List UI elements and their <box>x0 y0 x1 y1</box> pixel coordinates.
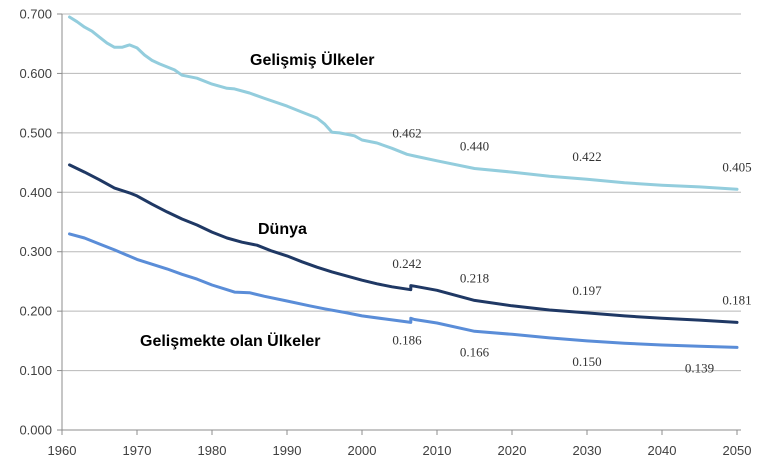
y-tick-label: 0.200 <box>19 304 52 319</box>
data-labels: 0.462 0.440 0.422 0.405 0.242 0.218 0.197 0.181… <box>392 125 751 375</box>
grid-and-axes: 0.000 0.100 0.200 0.300 0.400 0.500 0.600 0.700… <box>19 7 751 459</box>
data-label: 0.150 <box>572 354 601 369</box>
data-label: 0.242 <box>392 256 421 271</box>
x-tick-label: 1970 <box>123 443 152 458</box>
x-tick-label: 1960 <box>48 443 77 458</box>
y-tick-label: 0.100 <box>19 363 52 378</box>
series-name-world: Dünya <box>258 221 307 238</box>
series-name-annotations: Gelişmiş Ülkeler Dünya Gelişmekte olan Ü… <box>140 50 375 350</box>
data-label: 0.181 <box>722 292 751 307</box>
y-tick-label: 0.600 <box>19 66 52 81</box>
y-tick-label: 0.400 <box>19 185 52 200</box>
x-tick-label: 2020 <box>498 443 527 458</box>
series-line-2 <box>68 163 739 324</box>
series-name-developed-countries: Gelişmiş Ülkeler <box>250 50 375 69</box>
x-tick-label: 1990 <box>273 443 302 458</box>
data-label: 0.139 <box>685 360 714 375</box>
data-label: 0.166 <box>460 344 490 359</box>
data-label: 0.405 <box>722 159 751 174</box>
x-tick-label: 2000 <box>348 443 377 458</box>
data-label: 0.186 <box>392 332 422 347</box>
data-label: 0.197 <box>572 283 602 298</box>
series-lines <box>68 15 739 349</box>
y-tick-label: 0.300 <box>19 244 52 259</box>
x-tick-label: 2030 <box>573 443 602 458</box>
x-tick-label: 2040 <box>648 443 677 458</box>
data-label: 0.440 <box>460 139 489 154</box>
x-tick-label: 2050 <box>723 443 752 458</box>
series-line-3 <box>68 232 739 349</box>
x-tick-label: 2010 <box>423 443 452 458</box>
y-tick-label: 0.700 <box>19 7 52 22</box>
x-tick-label: 1980 <box>198 443 227 458</box>
data-label: 0.422 <box>572 149 601 164</box>
data-label: 0.218 <box>460 270 489 285</box>
data-label: 0.462 <box>392 125 421 140</box>
y-tick-label: 0.000 <box>19 423 52 438</box>
series-line-1 <box>68 15 739 191</box>
series-name-developing-countries: Gelişmekte olan Ülkeler <box>140 331 321 350</box>
y-tick-label: 0.500 <box>19 125 52 140</box>
